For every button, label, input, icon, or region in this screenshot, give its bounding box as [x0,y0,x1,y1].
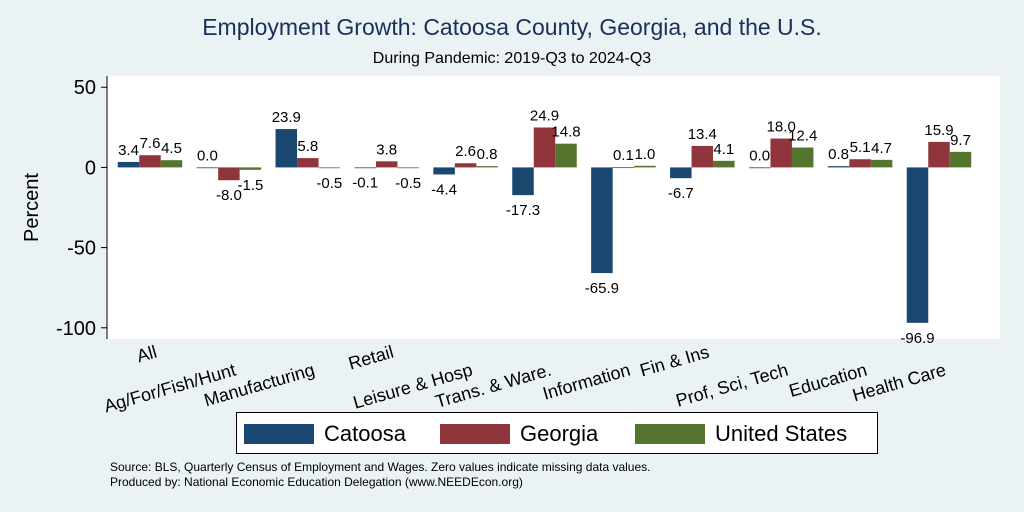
data-label: 4.5 [161,140,182,157]
x-category-label: Prof, Sci, Tech [674,360,791,411]
data-label: -8.0 [216,187,242,204]
bar-georgia [849,159,871,168]
data-label: -0.5 [316,175,342,192]
data-label: 3.8 [376,141,397,158]
bar-united-states [476,166,498,168]
bar-georgia [218,167,240,181]
data-label: 0.8 [477,146,498,163]
data-label: 7.6 [140,135,161,152]
bar-united-states [634,165,656,168]
data-label: 0.0 [749,147,770,164]
data-label: -6.7 [668,185,694,202]
bar-georgia [454,163,477,168]
bar-catoosa [827,166,850,168]
bar-united-states [791,147,814,168]
legend-item-catoosa: Catoosa [244,420,406,448]
chart-legend: Catoosa Georgia United States [236,412,878,454]
x-category-label: Information [540,360,632,404]
chart-subtitle: During Pandemic: 2019-Q3 to 2024-Q3 [372,50,652,67]
bar-united-states [713,160,735,168]
bar-catoosa [275,129,298,168]
legend-label-catoosa: Catoosa [324,421,406,446]
bar-catoosa [670,167,692,179]
bar-catoosa [591,167,613,274]
data-label: -4.4 [431,181,457,198]
bar-catoosa [433,167,455,175]
data-label: 4.7 [871,140,892,157]
bar-united-states [160,160,183,168]
bar-georgia [375,161,398,168]
data-label: 15.9 [924,122,953,139]
data-label: 9.7 [950,132,971,149]
chart-title: Employment Growth: Catoosa County, Georg… [202,14,822,40]
data-label: 0.0 [197,147,218,164]
bar-georgia [928,141,950,168]
legend-item-georgia: Georgia [440,420,598,448]
data-label: 0.1 [613,147,634,164]
data-label: -17.3 [506,202,540,219]
bar-catoosa [117,161,140,168]
bar-catoosa [512,167,534,196]
data-label: -0.1 [352,175,378,192]
x-category-label: Retail [346,342,396,374]
data-label: 3.4 [118,142,139,159]
y-axis-title: Percent [21,173,43,242]
data-label: -96.9 [900,330,934,347]
plot-area [107,76,1000,339]
source-note: Source: BLS, Quarterly Census of Employm… [110,460,651,474]
data-label: 5.8 [297,138,318,155]
y-tick-label: -100 [56,318,96,340]
data-label: 1.0 [634,146,655,163]
data-label: 23.9 [272,109,301,126]
data-label: -0.5 [395,175,421,192]
data-label: 2.6 [455,143,476,160]
produced-by-note: Produced by: National Economic Education… [110,475,523,489]
x-category-label: All [134,342,159,367]
bar-georgia [139,155,161,168]
bar-united-states [870,159,893,168]
data-label: 0.8 [828,146,849,163]
x-category-label: Fin & Ins [638,342,712,381]
chart-notes: Source: BLS, Quarterly Census of Employm… [110,460,650,490]
legend-item-united-states: United States [635,420,847,448]
data-label: -1.5 [237,177,263,194]
data-label: 12.4 [788,128,817,145]
bar-catoosa [748,167,771,169]
bar-catoosa [354,167,376,169]
legend-swatch-georgia [440,424,510,444]
legend-swatch-catoosa [244,424,314,444]
data-label: 24.9 [530,107,559,124]
bar-georgia [612,167,635,169]
bar-united-states [397,167,419,169]
bar-united-states [318,167,341,169]
data-label: 18.0 [767,119,796,136]
bar-georgia [770,138,792,168]
bar-united-states [239,167,262,170]
data-label: 4.1 [713,141,734,158]
legend-swatch-united-states [635,424,705,444]
bar-united-states [949,151,972,168]
data-label: 5.1 [850,139,871,156]
legend-label-united-states: United States [715,421,848,446]
legend-label-georgia: Georgia [520,421,599,446]
data-label: -65.9 [585,280,619,297]
bar-united-states [555,143,577,168]
bar-catoosa [906,167,929,323]
y-tick-label: 50 [74,77,96,99]
bar-georgia [691,145,714,168]
bar-catoosa [196,167,219,169]
data-label: 13.4 [688,126,717,143]
bar-georgia [533,127,556,168]
bar-georgia [297,158,319,168]
y-tick-label: 0 [85,157,96,179]
y-tick-label: -50 [67,238,96,260]
data-label: 14.8 [551,124,580,141]
